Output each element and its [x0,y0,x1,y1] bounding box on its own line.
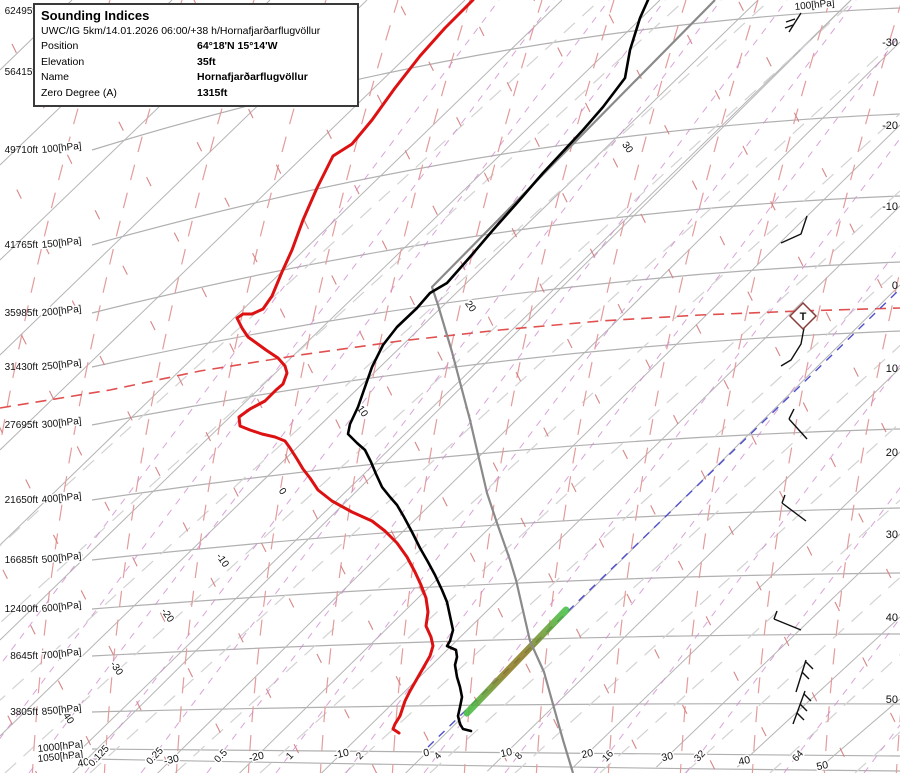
svg-text:-30: -30 [163,753,180,768]
svg-text:3805ft: 3805ft [10,707,38,718]
svg-text:50: 50 [886,694,898,706]
svg-text:40: 40 [737,754,751,768]
panel-row-name: Name Hornafjarðarflugvöllur [41,70,351,86]
temperature-curve [346,0,650,733]
row-value: 35ft [197,55,216,68]
svg-text:12400ft: 12400ft [5,604,39,615]
tropopause-line [0,307,900,409]
svg-text:62495ft: 62495ft [5,6,39,17]
svg-text:100[hPa]: 100[hPa] [794,0,835,13]
svg-text:30: 30 [886,529,898,541]
isobar-lines [91,7,900,772]
svg-text:41765ft: 41765ft [5,240,39,251]
svg-text:50: 50 [815,759,829,773]
svg-text:500[hPa]: 500[hPa] [41,551,82,566]
svg-text:0: 0 [422,747,430,760]
svg-text:49710ft: 49710ft [5,145,39,156]
dewpoint-curve [235,0,475,735]
panel-row-zero-degree: Zero Degree (A) 1315ft [41,86,351,102]
sounding-indices-panel: Sounding Indices UWC/IG 5km/14.01.2026 0… [33,3,359,107]
panel-title: Sounding Indices [41,8,150,23]
wind-barb-icon [788,408,808,440]
svg-text:30: 30 [660,750,674,764]
svg-text:35985ft: 35985ft [5,308,39,319]
svg-text:-30: -30 [882,37,898,49]
row-label: Name [41,71,70,83]
svg-text:40: 40 [76,756,90,770]
wind-barb-icon [780,327,805,367]
svg-text:27695ft: 27695ft [5,420,39,431]
svg-text:200[hPa]: 200[hPa] [41,304,82,319]
svg-text:31430ft: 31430ft [5,362,39,373]
svg-text:8645ft: 8645ft [10,651,38,662]
wind-barb-icon [792,690,812,725]
svg-text:10: 10 [886,363,898,375]
wind-barbs [773,12,814,725]
svg-text:56415ft: 56415ft [5,67,39,78]
svg-text:-20: -20 [882,120,898,132]
svg-text:400[hPa]: 400[hPa] [41,491,82,506]
panel-row-position: Position 64°18'N 15°14'W [41,39,351,55]
svg-text:150[hPa]: 150[hPa] [41,236,82,251]
svg-text:250[hPa]: 250[hPa] [41,358,82,373]
svg-text:0: 0 [892,280,898,292]
svg-text:-20: -20 [248,750,265,765]
svg-text:21650ft: 21650ft [5,495,39,506]
svg-text:-10: -10 [882,201,898,213]
svg-text:16685ft: 16685ft [5,555,39,566]
svg-text:20: 20 [462,299,478,315]
svg-text:T: T [800,311,807,323]
tropopause-marker-icon: T [788,301,818,331]
svg-text:-20: -20 [158,606,176,625]
svg-text:10: 10 [499,746,513,760]
panel-row-elevation: Elevation 35ft [41,55,351,71]
row-value: 1315ft [197,86,228,99]
wind-barb-icon [773,610,802,631]
wind-barb-icon [780,215,808,244]
svg-text:20: 20 [886,447,898,459]
wind-barb-icon [781,494,807,522]
row-value: 64°18'N 15°14'W [197,40,278,52]
svg-text:20: 20 [580,747,594,761]
row-label: Elevation [41,55,85,68]
row-value: Hornafjarðarflugvöllur [197,71,308,83]
svg-text:-10: -10 [333,747,350,762]
svg-text:100[hPa]: 100[hPa] [41,141,82,156]
row-label: Zero Degree (A) [41,86,117,99]
wind-barb-icon [795,659,814,693]
row-label: Position [41,40,79,52]
svg-text:700[hPa]: 700[hPa] [41,647,82,662]
svg-text:30: 30 [619,140,635,156]
svg-text:300[hPa]: 300[hPa] [41,416,82,431]
svg-text:0: 0 [276,486,288,497]
energy-segment [463,606,570,717]
svg-text:40: 40 [886,612,898,624]
panel-subtitle: UWC/IG 5km/14.01.2026 06:00/+38 h/Hornaf… [41,25,321,37]
svg-text:-10: -10 [213,551,231,570]
wind-barb-icon [784,12,802,33]
parcel-curve [430,0,716,773]
svg-text:-30: -30 [107,659,125,678]
